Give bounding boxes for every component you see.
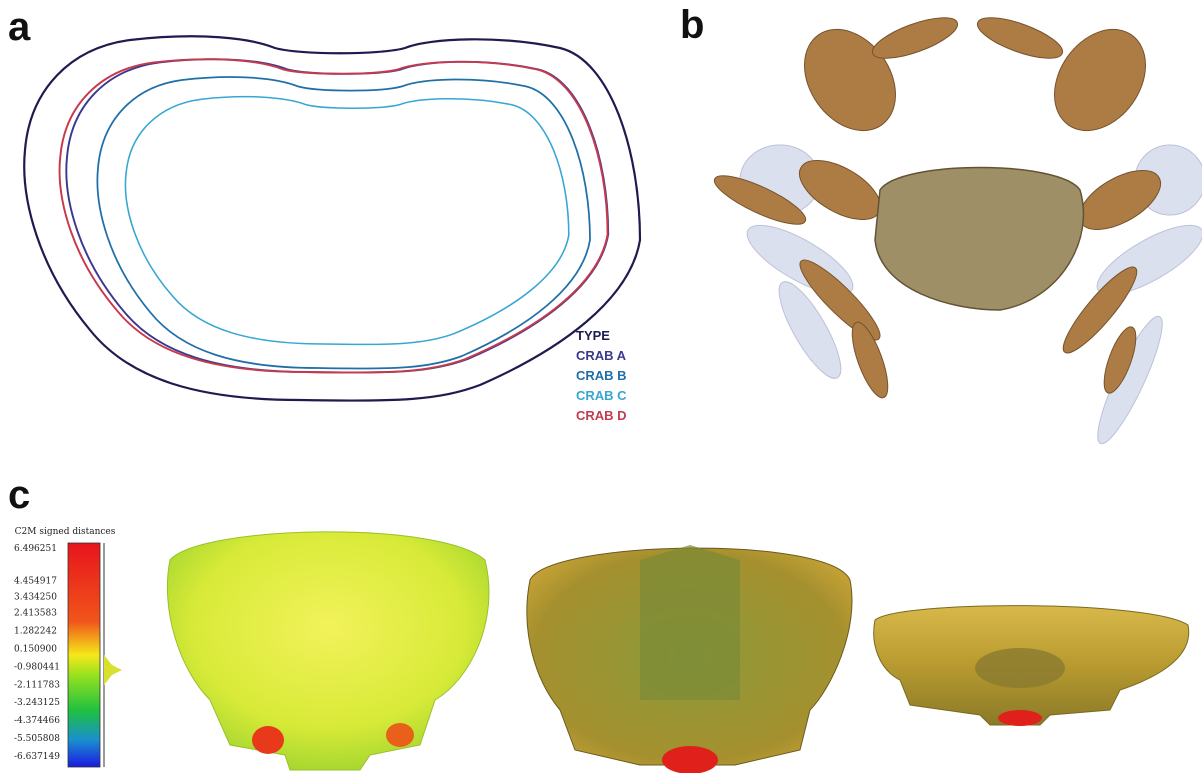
histogram bbox=[104, 655, 122, 685]
contour bbox=[66, 59, 608, 372]
carapace-dorsal bbox=[167, 532, 489, 770]
contour bbox=[125, 97, 568, 345]
figure: a TYPE CRAB A CRAB B CRAB C CRAB D b bbox=[0, 0, 1202, 773]
legend-entry: CRAB D bbox=[576, 408, 627, 423]
contour bbox=[97, 77, 590, 368]
colorbar-tick-label: -6.637149 bbox=[14, 752, 60, 762]
colorbar-tick-label: 1.282242 bbox=[14, 627, 57, 637]
colorbar-tick-label: 3.434250 bbox=[14, 592, 57, 602]
contours bbox=[24, 36, 640, 400]
legend: TYPE CRAB A CRAB B CRAB C CRAB D bbox=[576, 328, 627, 423]
legend-entry: CRAB B bbox=[576, 368, 627, 383]
colorbar-tick-label: 4.454917 bbox=[14, 576, 57, 586]
crab-render bbox=[709, 9, 1202, 449]
colorbar-tick-label: -3.243125 bbox=[14, 698, 60, 708]
colorbar-ticks: 6.496251 4.454917 3.434250 2.413583 1.282242… bbox=[14, 544, 60, 762]
colorbar-tick-label: -2.111783 bbox=[14, 680, 60, 690]
panel-label: b bbox=[680, 3, 704, 47]
legend-entry: CRAB A bbox=[576, 348, 627, 363]
colorbar-tick-label: 2.413583 bbox=[14, 609, 57, 619]
colorbar-tick-label: 0.150900 bbox=[14, 644, 57, 654]
panel-label: c bbox=[8, 473, 30, 517]
colorbar-tick-label: -5.505808 bbox=[14, 734, 60, 744]
legend-entry: CRAB C bbox=[576, 388, 627, 403]
contour bbox=[60, 59, 608, 372]
colorbar-tick-label: 6.496251 bbox=[14, 544, 57, 554]
panel-label: a bbox=[8, 5, 31, 49]
colorbar-tick-label: -4.374466 bbox=[14, 716, 60, 726]
carapace-frontal bbox=[874, 606, 1189, 726]
colorbar-title: C2M signed distances bbox=[15, 527, 116, 537]
carapace-ventral bbox=[527, 545, 852, 773]
colorbar bbox=[68, 543, 100, 767]
colorbar-tick-label: -0.980441 bbox=[14, 662, 60, 672]
legend-entry: TYPE bbox=[576, 328, 610, 343]
